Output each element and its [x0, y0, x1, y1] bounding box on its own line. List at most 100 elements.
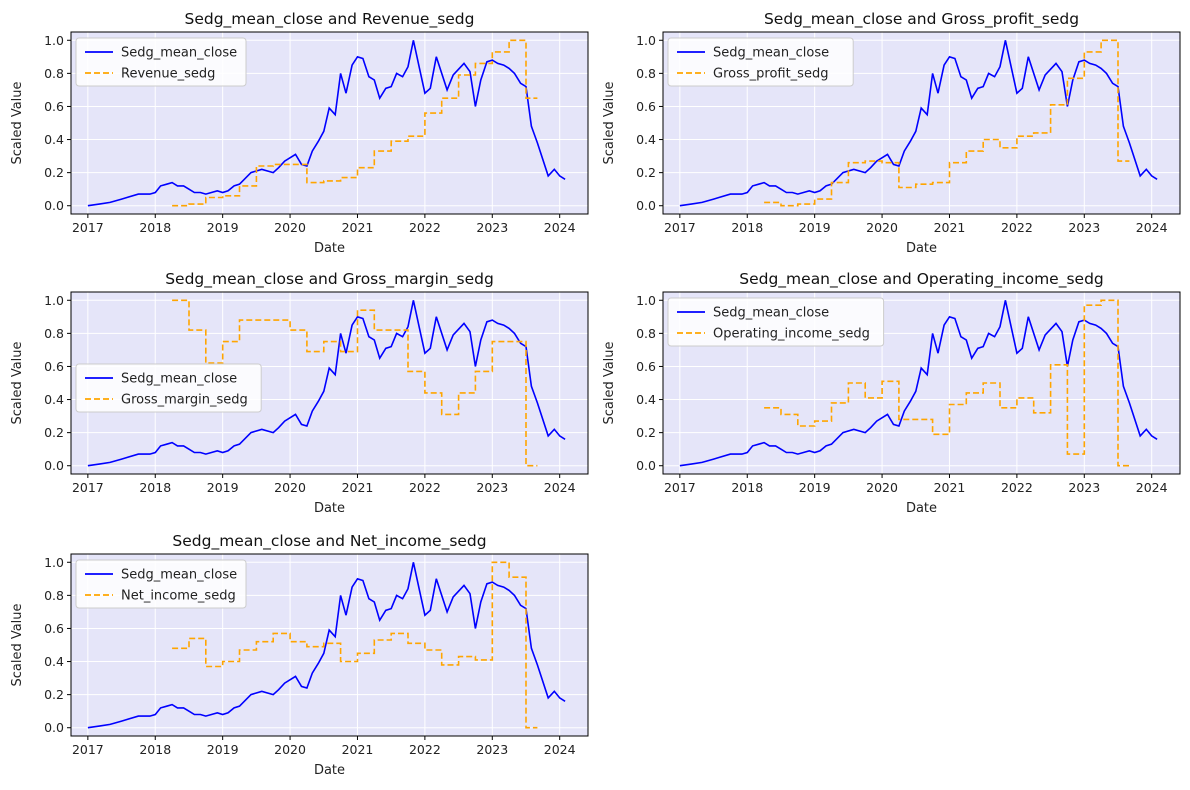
y-tick-label: 0.2	[44, 687, 64, 702]
legend-entry: Revenue_sedg	[121, 67, 215, 82]
series-line-sedg-mean-close	[87, 40, 566, 207]
y-tick-label: 0.4	[44, 132, 64, 147]
subplot-3: 2017 2018 2019 2020 2021 2022 2023 2024 0.0 0.2 0.…	[10, 270, 589, 516]
y-tick-label: 0.4	[636, 392, 656, 407]
y-tick-label: 1.0	[44, 33, 64, 48]
legend-entry: Sedg_mean_close	[121, 46, 237, 61]
y-tick-label: 0.0	[44, 198, 64, 213]
axes-frame	[70, 31, 589, 215]
series-line-sedg-mean-close	[87, 562, 566, 729]
legend-entry: Net_income_sedg	[121, 589, 236, 604]
x-tick-label: 2020	[274, 742, 306, 757]
x-tick-label: 2020	[274, 480, 306, 495]
y-tick-label: 1.0	[44, 293, 64, 308]
y-tick-label: 0.8	[44, 326, 64, 341]
x-tick-label: 2018	[731, 220, 763, 235]
legend-entry: Sedg_mean_close	[713, 306, 829, 321]
x-tick-label: 2019	[207, 480, 239, 495]
y-axis-label: Scaled Value	[602, 341, 617, 424]
x-tick-label: 2018	[139, 220, 171, 235]
x-tick-label: 2018	[731, 480, 763, 495]
x-tick-label: 2023	[476, 220, 508, 235]
y-tick-label: 0.8	[44, 66, 64, 81]
y-tick-label: 0.8	[636, 66, 656, 81]
x-tick-label: 2017	[664, 220, 696, 235]
y-tick-label: 0.4	[636, 132, 656, 147]
x-axis-label: Date	[314, 501, 345, 516]
y-axis-label: Scaled Value	[602, 81, 617, 164]
axes-frame	[662, 31, 1181, 215]
x-tick-label: 2022	[1001, 480, 1033, 495]
series-line-revenue-sedg	[172, 39, 538, 207]
legend-entry: Operating_income_sedg	[713, 327, 870, 342]
subplot-4: 2017 2018 2019 2020 2021 2022 2023 2024 0.0 0.2 0.…	[602, 270, 1181, 516]
legend-entry: Sedg_mean_close	[121, 568, 237, 583]
y-tick-label: 0.6	[44, 359, 64, 374]
x-tick-label: 2024	[1136, 480, 1168, 495]
x-tick-label: 2017	[664, 480, 696, 495]
y-tick-label: 0.6	[636, 99, 656, 114]
x-tick-label: 2017	[72, 742, 104, 757]
x-tick-label: 2019	[799, 220, 831, 235]
x-tick-label: 2021	[342, 480, 374, 495]
series-line-gross-margin-sedg	[172, 299, 538, 467]
series-line-gross-profit-sedg	[764, 39, 1130, 207]
y-tick-label: 0.4	[44, 392, 64, 407]
x-tick-label: 2022	[409, 220, 441, 235]
legend: Sedg_mean_close Operating_income_sedg	[667, 297, 885, 347]
y-tick-label: 0.2	[636, 165, 656, 180]
x-tick-label: 2021	[342, 742, 374, 757]
x-axis-label: Date	[906, 501, 937, 516]
legend-entry: Sedg_mean_close	[121, 372, 237, 387]
y-tick-label: 0.0	[636, 198, 656, 213]
subplot-2: 2017 2018 2019 2020 2021 2022 2023 2024 0.0 0.2 0.…	[602, 10, 1181, 256]
legend-box	[75, 559, 247, 609]
chart-title: Sedg_mean_close and Revenue_sedg	[185, 10, 475, 29]
chart-title: Sedg_mean_close and Gross_profit_sedg	[764, 10, 1079, 29]
chart-title: Sedg_mean_close and Gross_margin_sedg	[165, 270, 494, 289]
x-tick-label: 2023	[476, 742, 508, 757]
legend-box	[75, 363, 262, 413]
y-tick-label: 0.2	[44, 165, 64, 180]
x-tick-label: 2019	[207, 742, 239, 757]
x-tick-label: 2020	[866, 480, 898, 495]
y-tick-label: 0.6	[44, 621, 64, 636]
y-tick-label: 0.6	[44, 99, 64, 114]
x-tick-label: 2019	[207, 220, 239, 235]
x-tick-label: 2021	[342, 220, 374, 235]
x-tick-label: 2018	[139, 742, 171, 757]
y-tick-label: 0.6	[636, 359, 656, 374]
x-tick-label: 2018	[139, 480, 171, 495]
x-tick-label: 2022	[409, 742, 441, 757]
x-tick-label: 2019	[799, 480, 831, 495]
x-tick-label: 2023	[476, 480, 508, 495]
x-tick-label: 2024	[544, 742, 576, 757]
legend: Sedg_mean_close Gross_margin_sedg	[75, 363, 262, 413]
y-axis-label: Scaled Value	[10, 603, 25, 686]
legend-entry: Gross_profit_sedg	[713, 67, 828, 82]
legend: Sedg_mean_close Net_income_sedg	[75, 559, 247, 609]
legend-entry: Gross_margin_sedg	[121, 393, 248, 408]
series-line-sedg-mean-close	[87, 300, 566, 467]
y-tick-label: 1.0	[44, 555, 64, 570]
x-tick-label: 2017	[72, 220, 104, 235]
x-axis-label: Date	[314, 241, 345, 256]
y-tick-label: 0.8	[636, 326, 656, 341]
x-tick-label: 2017	[72, 480, 104, 495]
legend: Sedg_mean_close Revenue_sedg	[75, 37, 247, 87]
y-tick-label: 0.0	[44, 720, 64, 735]
x-tick-label: 2021	[934, 220, 966, 235]
chart-title: Sedg_mean_close and Net_income_sedg	[172, 532, 486, 551]
y-tick-label: 0.0	[636, 458, 656, 473]
y-axis-label: Scaled Value	[10, 81, 25, 164]
y-tick-label: 0.2	[44, 425, 64, 440]
x-axis-label: Date	[906, 241, 937, 256]
y-tick-label: 0.2	[636, 425, 656, 440]
subplot-5: 2017 2018 2019 2020 2021 2022 2023 2024 0.0 0.2 0.…	[10, 532, 589, 778]
x-tick-label: 2024	[544, 220, 576, 235]
x-tick-label: 2020	[274, 220, 306, 235]
axes-frame	[70, 291, 589, 475]
legend-entry: Sedg_mean_close	[713, 46, 829, 61]
y-tick-label: 1.0	[636, 33, 656, 48]
y-tick-label: 0.4	[44, 654, 64, 669]
